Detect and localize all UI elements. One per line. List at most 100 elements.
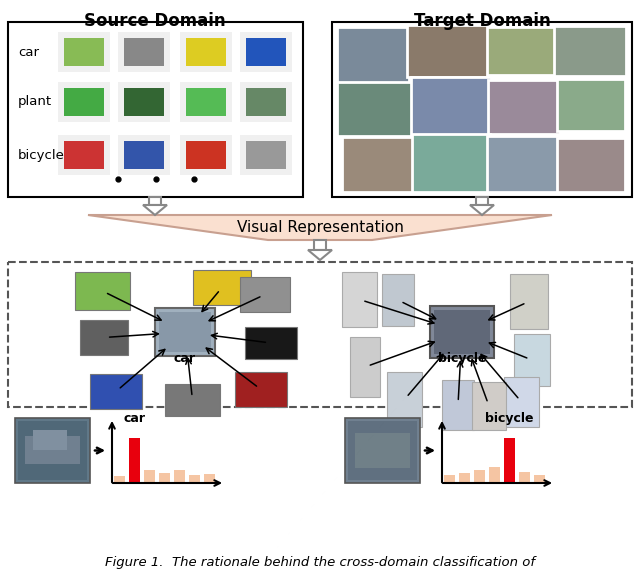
- Bar: [519, 472, 530, 483]
- Bar: [514, 334, 550, 386]
- Text: Source Domain: Source Domain: [84, 12, 226, 30]
- Bar: [534, 475, 545, 483]
- Bar: [240, 32, 292, 72]
- Bar: [25, 436, 80, 464]
- Bar: [144, 470, 155, 483]
- Bar: [415, 81, 487, 133]
- Text: car: car: [124, 412, 145, 425]
- Text: Target Domain: Target Domain: [413, 12, 550, 30]
- Bar: [460, 473, 470, 483]
- Text: Visual Representation: Visual Representation: [237, 220, 403, 235]
- Bar: [186, 38, 226, 66]
- Text: bicycle: bicycle: [438, 352, 486, 365]
- Bar: [342, 272, 377, 327]
- Bar: [489, 467, 500, 483]
- Bar: [124, 88, 164, 116]
- Bar: [332, 22, 632, 197]
- Bar: [115, 476, 125, 483]
- Bar: [557, 79, 625, 131]
- Bar: [488, 80, 560, 134]
- Text: car: car: [174, 352, 196, 365]
- Text: car: car: [18, 45, 39, 59]
- Bar: [80, 320, 128, 355]
- Bar: [240, 277, 290, 312]
- Text: bicycle: bicycle: [485, 412, 534, 425]
- Bar: [240, 82, 292, 122]
- Bar: [246, 88, 286, 116]
- Bar: [412, 134, 490, 192]
- Bar: [341, 31, 405, 79]
- Text: Figure 1.  The rationale behind the cross-domain classification of: Figure 1. The rationale behind the cross…: [105, 556, 535, 569]
- Bar: [186, 88, 226, 116]
- Bar: [118, 32, 170, 72]
- Bar: [64, 141, 104, 169]
- Bar: [557, 138, 625, 192]
- Bar: [561, 142, 621, 188]
- Bar: [186, 141, 226, 169]
- Bar: [350, 337, 380, 397]
- Bar: [180, 82, 232, 122]
- Bar: [341, 86, 411, 132]
- Bar: [124, 141, 164, 169]
- Bar: [510, 274, 548, 329]
- Bar: [558, 30, 622, 72]
- Bar: [487, 136, 559, 192]
- Bar: [561, 83, 621, 127]
- Bar: [246, 38, 286, 66]
- Bar: [64, 38, 104, 66]
- Polygon shape: [149, 197, 161, 205]
- Bar: [492, 84, 556, 130]
- Bar: [204, 474, 215, 483]
- Bar: [342, 137, 416, 192]
- Bar: [411, 29, 485, 73]
- Bar: [124, 38, 164, 66]
- Bar: [474, 471, 484, 483]
- Bar: [193, 270, 251, 305]
- Bar: [18, 421, 87, 480]
- Bar: [129, 438, 140, 483]
- Bar: [75, 272, 130, 310]
- Bar: [189, 475, 200, 483]
- Bar: [64, 88, 104, 116]
- Bar: [58, 135, 110, 175]
- Bar: [165, 384, 220, 416]
- Polygon shape: [308, 250, 332, 260]
- Bar: [246, 141, 286, 169]
- Text: plant: plant: [18, 95, 52, 108]
- Bar: [8, 262, 632, 407]
- Bar: [235, 372, 287, 407]
- Bar: [180, 32, 232, 72]
- Bar: [180, 135, 232, 175]
- Bar: [240, 135, 292, 175]
- Bar: [159, 473, 170, 483]
- Bar: [159, 312, 211, 352]
- Polygon shape: [476, 197, 488, 205]
- Bar: [504, 438, 515, 483]
- Bar: [416, 138, 486, 188]
- Bar: [346, 141, 412, 188]
- Bar: [33, 430, 67, 450]
- Bar: [345, 418, 420, 483]
- Bar: [118, 135, 170, 175]
- Polygon shape: [88, 215, 552, 240]
- Bar: [554, 26, 626, 76]
- Bar: [487, 27, 557, 75]
- Bar: [245, 327, 297, 359]
- Bar: [407, 25, 489, 77]
- Bar: [472, 382, 506, 430]
- Bar: [174, 471, 185, 483]
- Bar: [118, 82, 170, 122]
- Text: bicycle: bicycle: [18, 149, 65, 161]
- Polygon shape: [143, 205, 167, 215]
- Bar: [337, 82, 415, 136]
- Bar: [444, 475, 455, 483]
- Polygon shape: [314, 240, 326, 250]
- Bar: [434, 310, 490, 354]
- Bar: [155, 308, 215, 356]
- Bar: [411, 77, 491, 137]
- Bar: [58, 32, 110, 72]
- Bar: [348, 421, 417, 480]
- Bar: [337, 27, 409, 83]
- Bar: [382, 274, 414, 326]
- Bar: [504, 377, 539, 427]
